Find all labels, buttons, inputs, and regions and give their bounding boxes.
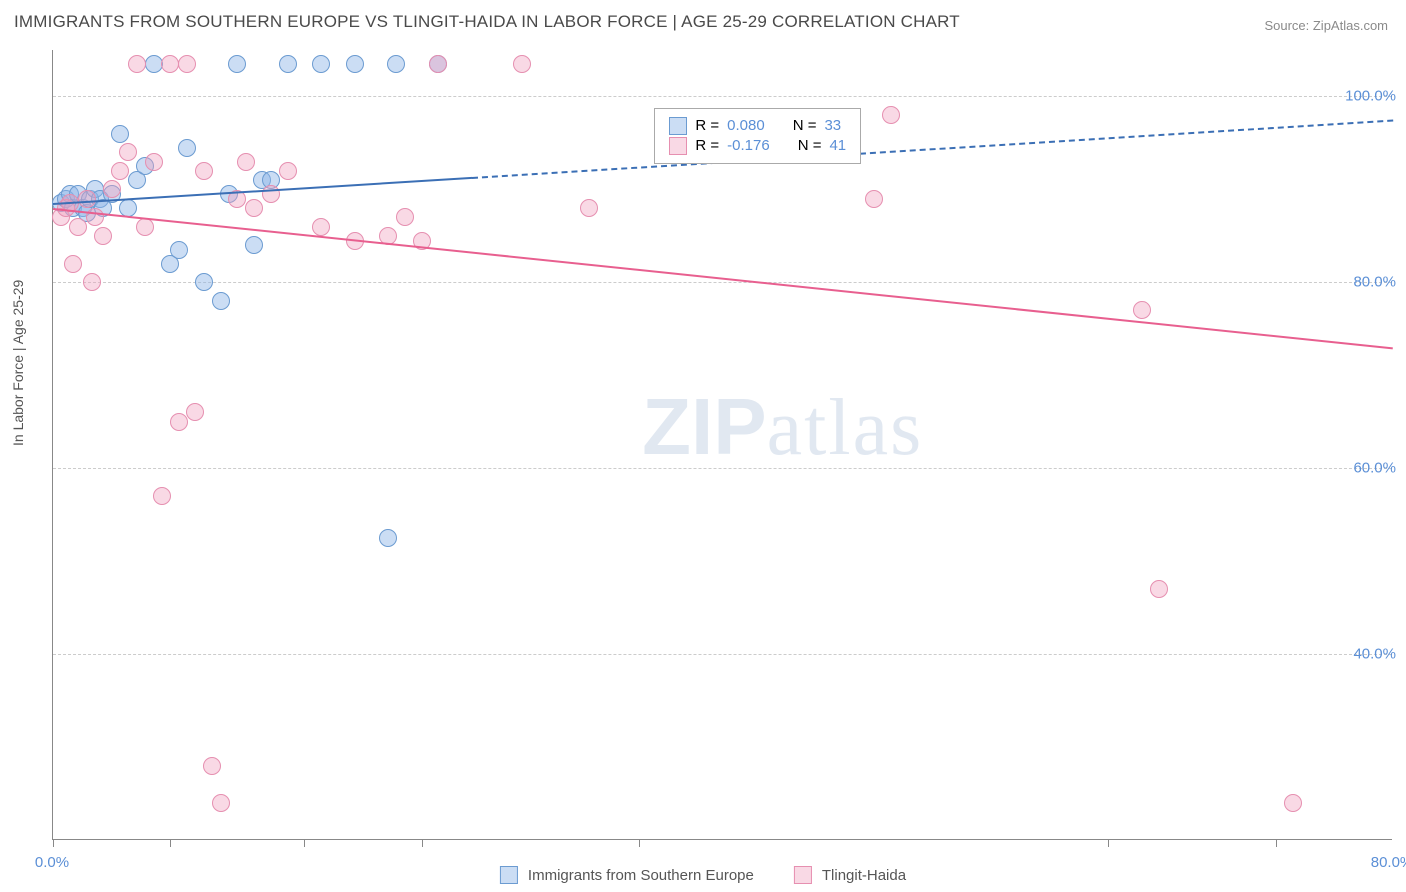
gridline [53,282,1392,283]
data-point [83,273,101,291]
legend-swatch [500,866,518,884]
data-point [203,757,221,775]
stat-r-value: 0.080 [727,117,765,134]
data-point [1284,794,1302,812]
data-point [1150,580,1168,598]
data-point [178,139,196,157]
gridline [53,468,1392,469]
data-point [69,218,87,236]
data-point [119,143,137,161]
legend-item: Immigrants from Southern Europe [500,866,754,884]
legend-bottom: Immigrants from Southern Europe Tlingit-H… [500,866,906,884]
x-tick-mark [639,839,640,847]
y-tick-label: 60.0% [1353,460,1396,477]
data-point [195,273,213,291]
legend-swatch [794,866,812,884]
data-point [882,106,900,124]
data-point [170,413,188,431]
data-point [245,236,263,254]
x-tick-mark [1108,839,1109,847]
trend-line [53,208,1393,349]
stat-r-label: R = [695,137,719,154]
data-point [379,529,397,547]
chart-title: IMMIGRANTS FROM SOUTHERN EUROPE VS TLING… [14,12,960,32]
source-label: Source: ZipAtlas.com [1264,18,1388,33]
data-point [387,55,405,73]
data-point [161,55,179,73]
data-point [128,55,146,73]
data-point [111,162,129,180]
data-point [153,487,171,505]
data-point [513,55,531,73]
y-tick-label: 100.0% [1345,88,1396,105]
data-point [170,241,188,259]
x-tick-mark [422,839,423,847]
scatter-plot: ZIPatlas R = 0.080 N = 33 R = -0.176 N = 41 [52,50,1392,840]
data-point [103,180,121,198]
x-tick-mark [170,839,171,847]
y-axis-label: In Labor Force | Age 25-29 [10,280,26,446]
data-point [865,190,883,208]
data-point [312,55,330,73]
data-point [228,55,246,73]
data-point [94,227,112,245]
legend-label: Tlingit-Haida [822,867,906,884]
data-point [237,153,255,171]
data-point [580,199,598,217]
legend-stats: R = 0.080 N = 33 R = -0.176 N = 41 [654,108,861,164]
stat-n-value: 41 [829,137,846,154]
gridline [53,654,1392,655]
x-tick-mark [53,839,54,847]
legend-stat-row: R = -0.176 N = 41 [669,137,846,155]
data-point [145,153,163,171]
legend-label: Immigrants from Southern Europe [528,867,754,884]
data-point [111,125,129,143]
legend-swatch [669,117,687,135]
gridline [53,96,1392,97]
data-point [178,55,196,73]
data-point [429,55,447,73]
data-point [262,185,280,203]
stat-n-label: N = [793,117,817,134]
stat-r-value: -0.176 [727,137,770,154]
watermark: ZIPatlas [642,381,923,474]
data-point [195,162,213,180]
data-point [279,55,297,73]
y-tick-label: 80.0% [1353,274,1396,291]
stat-n-value: 33 [824,117,841,134]
x-tick-mark [1276,839,1277,847]
legend-stat-row: R = 0.080 N = 33 [669,117,846,135]
data-point [245,199,263,217]
data-point [64,255,82,273]
y-tick-label: 40.0% [1353,646,1396,663]
legend-swatch [669,137,687,155]
stat-n-label: N = [798,137,822,154]
data-point [396,208,414,226]
data-point [145,55,163,73]
data-point [312,218,330,236]
legend-item: Tlingit-Haida [794,866,906,884]
data-point [279,162,297,180]
stat-r-label: R = [695,117,719,134]
x-tick-label: 0.0% [35,854,69,871]
data-point [346,55,364,73]
data-point [212,292,230,310]
data-point [212,794,230,812]
x-tick-label: 80.0% [1371,854,1406,871]
data-point [1133,301,1151,319]
data-point [78,190,96,208]
trend-line [472,120,1393,180]
data-point [186,403,204,421]
x-tick-mark [304,839,305,847]
